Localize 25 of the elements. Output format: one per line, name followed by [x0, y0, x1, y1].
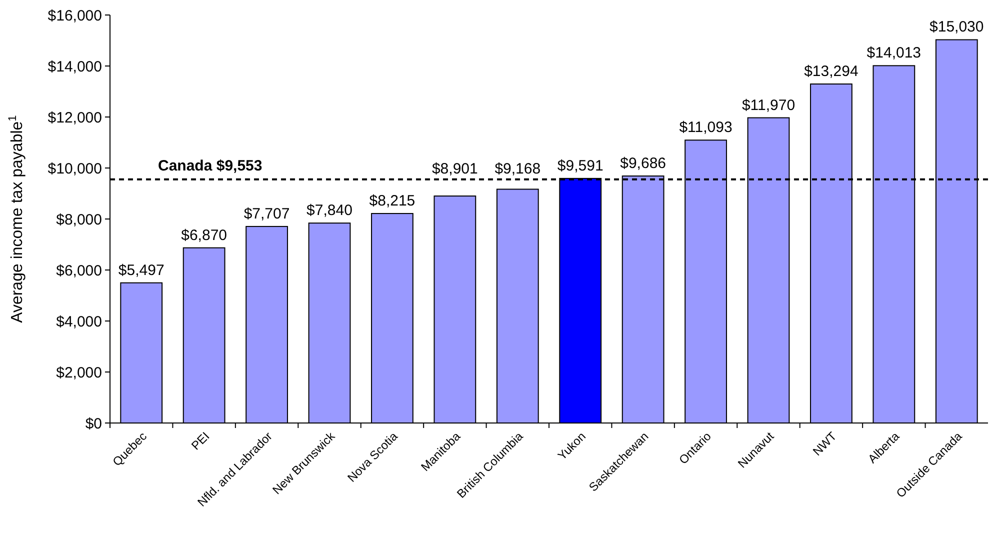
data-label: $9,168 [494, 160, 541, 178]
y-tick-label: $12,000 [48, 109, 102, 126]
data-label: $6,870 [181, 226, 228, 244]
data-label: $5,497 [118, 262, 164, 279]
y-tick-label: $6,000 [56, 262, 102, 280]
data-label: $7,707 [244, 205, 290, 222]
data-label: $14,013 [866, 44, 922, 62]
y-tick-label: $0 [85, 415, 102, 432]
y-tick-label: $16,000 [48, 7, 102, 24]
data-label: $9,591 [557, 157, 604, 174]
y-tick-label: $4,000 [56, 313, 102, 330]
data-label: $9,686 [620, 155, 666, 172]
data-label: $11,970 [742, 96, 796, 114]
data-label: $13,294 [804, 63, 858, 80]
data-label: $7,840 [306, 202, 352, 220]
data-label: $15,030 [930, 18, 984, 36]
data-label: $11,093 [679, 119, 732, 136]
data-label: $8,901 [432, 160, 478, 178]
x-tick-label: PEI [188, 429, 212, 453]
y-tick-label: $10,000 [48, 160, 102, 178]
y-tick-label: $2,000 [56, 364, 102, 382]
y-tick-label: $8,000 [56, 211, 102, 228]
y-tick-label: $14,000 [48, 58, 102, 76]
data-label: $8,215 [369, 192, 416, 210]
ref-line-label: Canada $9,553 [158, 157, 262, 174]
